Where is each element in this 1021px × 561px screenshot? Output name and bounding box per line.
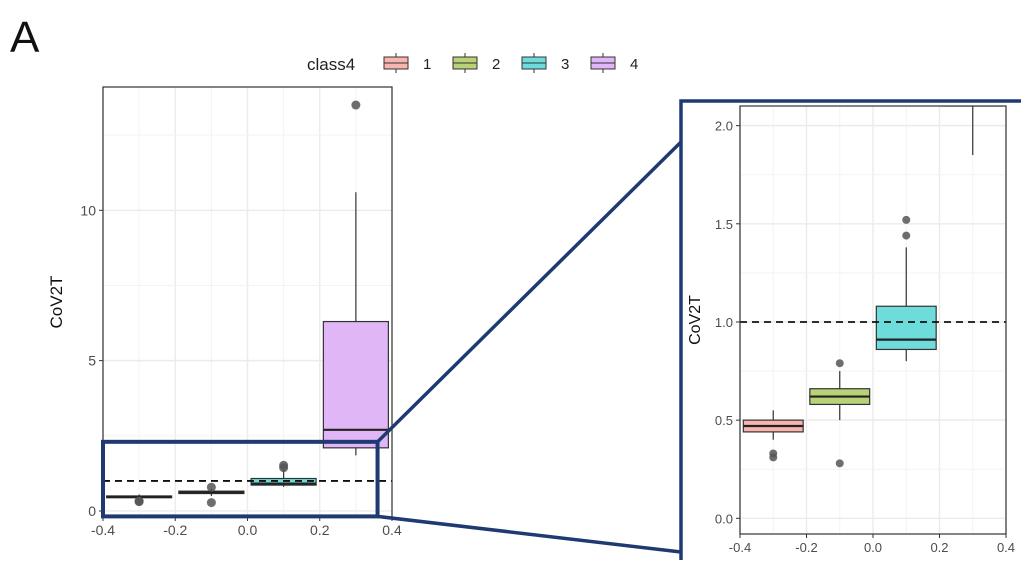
x-tick-label: 0.4 xyxy=(997,540,1015,555)
box-4 xyxy=(322,100,389,456)
y-axis-label: CoV2T xyxy=(47,276,66,329)
plot-content xyxy=(106,100,389,508)
y-tick-label: 10 xyxy=(80,202,96,218)
main-plot: -0.4 -0.2 0.0 0.2 0.4 0 5 10 CoV2T xyxy=(47,86,402,538)
outlier-point xyxy=(134,496,144,506)
outlier-point xyxy=(351,100,361,110)
axes: -0.4 -0.2 0.0 0.2 0.4 0 5 10 CoV2T xyxy=(47,202,402,538)
plot-content xyxy=(742,106,1004,468)
legend: class4 1 2 3 4 xyxy=(307,53,638,74)
outlier-point xyxy=(835,459,844,468)
outlier-point xyxy=(902,231,911,240)
outlier-point xyxy=(902,215,911,224)
y-tick-label: 5 xyxy=(88,353,96,369)
x-tick-label: 0.0 xyxy=(238,522,258,538)
x-tick-label: -0.4 xyxy=(729,540,751,555)
box-body xyxy=(322,320,389,449)
y-tick-label: 0.0 xyxy=(715,511,733,526)
box-3 xyxy=(875,215,937,362)
y-axis-label: CoV2T xyxy=(687,295,704,345)
legend-label-1: 1 xyxy=(423,56,431,73)
x-tick-label: 0.2 xyxy=(310,522,330,538)
y-tick-label: 1.5 xyxy=(715,217,733,232)
y-tick-label: 2.0 xyxy=(715,119,733,134)
outlier-point xyxy=(206,498,216,508)
box-2 xyxy=(809,359,871,468)
box-body xyxy=(942,106,1004,107)
inset-frame xyxy=(679,99,1021,560)
x-tick-label: -0.2 xyxy=(795,540,817,555)
legend-label-2: 2 xyxy=(492,56,500,73)
panel-label: A xyxy=(10,13,40,62)
outlier-point xyxy=(279,460,289,470)
zoom-overlay xyxy=(101,99,1021,560)
zoom-highlight-box xyxy=(101,439,380,519)
y-tick-label: 0 xyxy=(88,503,96,519)
legend-label-3: 3 xyxy=(561,56,569,73)
outlier-point xyxy=(835,359,844,368)
inset-plot: -0.4 -0.2 0.0 0.2 0.4 0.0 0.5 1.0 1.5 2.0 CoV2T xyxy=(680,100,1021,561)
legend-title: class4 xyxy=(307,55,355,74)
x-tick-label: -0.2 xyxy=(163,522,187,538)
outlier-point xyxy=(769,449,778,458)
box-1 xyxy=(742,410,804,462)
box-body xyxy=(250,477,317,486)
zoom-connector-top xyxy=(376,140,683,444)
zoom-connector-bottom xyxy=(377,514,682,554)
legend-label-4: 4 xyxy=(630,56,638,73)
box-1 xyxy=(106,494,173,507)
box-4 xyxy=(942,106,1004,156)
y-tick-label: 1.0 xyxy=(715,315,733,330)
box-3 xyxy=(250,460,317,487)
box-2 xyxy=(178,482,245,508)
legend-items: 1 2 3 4 xyxy=(383,53,638,73)
x-tick-label: -0.4 xyxy=(91,522,115,538)
x-tick-label: 0.0 xyxy=(864,540,882,555)
outlier-point xyxy=(206,482,216,492)
x-tick-label: 0.2 xyxy=(930,540,948,555)
box-body xyxy=(875,305,937,351)
axes: -0.4 -0.2 0.0 0.2 0.4 0.0 0.5 1.0 1.5 2.0 CoV2T xyxy=(687,119,1015,555)
y-tick-label: 0.5 xyxy=(715,413,733,428)
x-tick-label: 0.4 xyxy=(382,522,402,538)
